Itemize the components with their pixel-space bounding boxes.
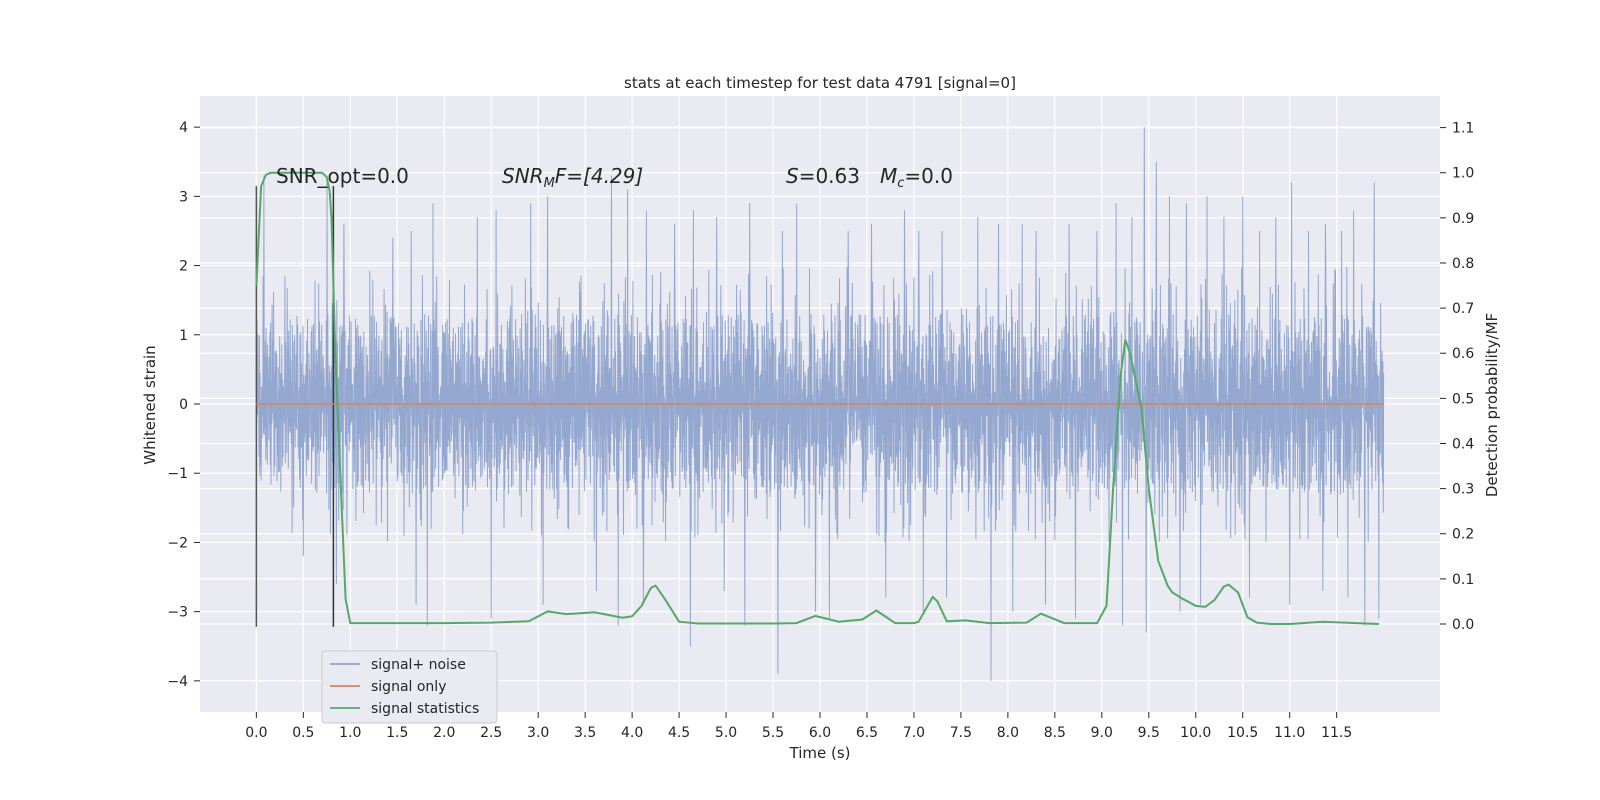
annotation-snr-mf: SNRMF=[4.29] (502, 164, 643, 191)
y-right-tick-label: 0.7 (1452, 301, 1474, 317)
annotation-mc: Mc=0.0 (880, 164, 953, 191)
annotation-snr-mf-value: F=[4.29] (555, 164, 643, 188)
x-tick-label: 5.0 (715, 725, 737, 741)
signal-noise-line (255, 127, 1385, 681)
annotation-s-stat: S=0.63 (786, 164, 860, 188)
legend: signal+ noise signal only signal statist… (321, 650, 498, 724)
x-tick-label: 7.5 (950, 725, 972, 741)
x-tick-label: 7.0 (903, 725, 925, 741)
y-tick-label: −4 (167, 674, 188, 690)
x-axis-label: Time (s) (789, 744, 851, 762)
x-tick-label: 11.5 (1321, 725, 1352, 741)
annotation-mc-value: =0.0 (904, 164, 953, 188)
annotation-mc-symbol: M (880, 164, 897, 188)
y-tick-label: −2 (167, 535, 188, 551)
x-tick-label: 4.0 (621, 725, 643, 741)
y-right-axis-ticks: 1.1 1.0 0.9 0.8 0.7 0.6 0.5 0.4 0.3 0.2 0.1 0.0 (1440, 121, 1474, 633)
x-tick-label: 1.0 (339, 725, 361, 741)
y-right-tick-label: 0.8 (1452, 256, 1474, 272)
y-right-axis-label: Detection probability/MF (1483, 313, 1501, 497)
y-right-tick-label: 0.9 (1452, 211, 1474, 227)
y-right-tick-label: 0.3 (1452, 482, 1474, 498)
x-axis-ticks: 0.0 0.5 1.0 1.5 2.0 2.5 3.0 3.5 4.0 4.5 5.0 5.5 6.0 6… (245, 712, 1352, 741)
y-tick-label: 4 (179, 120, 188, 136)
annotation-snr-mf-subscript: M (544, 176, 555, 191)
x-tick-label: 9.0 (1091, 725, 1113, 741)
x-tick-label: 1.5 (386, 725, 408, 741)
x-tick-label: 0.0 (245, 725, 267, 741)
y-right-tick-label: 0.2 (1452, 527, 1474, 543)
y-tick-label: −1 (167, 466, 188, 482)
annotation-s-value: =0.63 (799, 164, 860, 188)
annotation-mc-subscript: c (897, 176, 904, 191)
x-tick-label: 10.5 (1227, 725, 1258, 741)
y-tick-label: 1 (179, 328, 188, 344)
x-tick-label: 0.5 (292, 725, 314, 741)
y-right-tick-label: 0.5 (1452, 391, 1474, 407)
x-tick-label: 3.5 (574, 725, 596, 741)
y-axis-ticks: 4 3 2 1 0 −1 −2 −3 −4 (167, 120, 200, 690)
legend-box (321, 650, 498, 724)
y-tick-label: 3 (179, 189, 188, 205)
chart-title: stats at each timestep for test data 479… (624, 74, 1016, 92)
y-right-tick-label: 0.4 (1452, 436, 1474, 452)
x-tick-label: 5.5 (762, 725, 784, 741)
x-tick-label: 8.0 (997, 725, 1019, 741)
annotation-snr-opt: SNR_opt=0.0 (276, 164, 409, 188)
annotation-snr-mf-symbol: SNR (502, 164, 544, 188)
y-axis-label: Whitened strain (141, 345, 159, 464)
y-tick-label: 0 (179, 397, 188, 413)
y-right-tick-label: 1.1 (1452, 121, 1474, 137)
x-tick-label: 2.5 (480, 725, 502, 741)
y-tick-label: 2 (179, 259, 188, 275)
x-tick-label: 4.5 (668, 725, 690, 741)
annotation-s-symbol: S (786, 164, 799, 188)
legend-label-signal-noise: signal+ noise (371, 657, 466, 673)
x-tick-label: 9.5 (1138, 725, 1160, 741)
x-tick-label: 2.0 (433, 725, 455, 741)
legend-label-signal-statistics: signal statistics (371, 701, 479, 717)
x-tick-label: 6.0 (809, 725, 831, 741)
x-tick-label: 8.5 (1044, 725, 1066, 741)
y-right-tick-label: 0.1 (1452, 572, 1474, 588)
y-tick-label: −3 (167, 605, 188, 621)
x-tick-label: 11.0 (1274, 725, 1305, 741)
x-tick-label: 10.0 (1180, 725, 1211, 741)
annotations: SNR_opt=0.0 SNRMF=[4.29] S=0.63 Mc=0.0 (276, 164, 953, 191)
legend-label-signal-only: signal only (371, 679, 446, 695)
y-right-tick-label: 0.6 (1452, 346, 1474, 362)
y-right-tick-label: 0.0 (1452, 617, 1474, 633)
signal-noise-series (255, 127, 1385, 681)
x-tick-label: 6.5 (856, 725, 878, 741)
x-tick-label: 3.0 (527, 725, 549, 741)
signal-statistics-line (255, 171, 1379, 625)
y-right-tick-label: 1.0 (1452, 166, 1474, 182)
signal-statistics-series (255, 171, 1379, 625)
